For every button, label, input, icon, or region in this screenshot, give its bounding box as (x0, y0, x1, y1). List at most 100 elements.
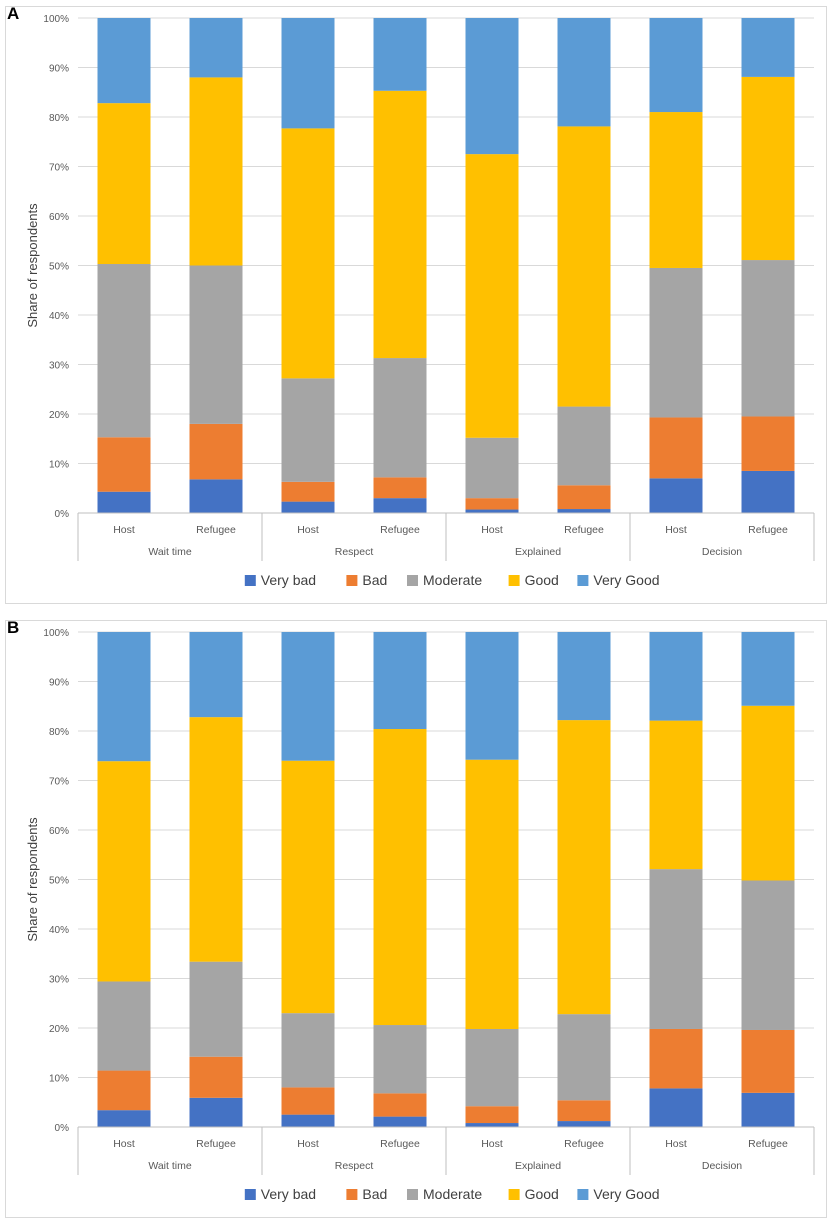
bar-bad-refugee-8 (741, 416, 795, 471)
bar-good-refugee-4 (373, 729, 427, 1026)
y-tick-label: 0% (55, 1123, 70, 1134)
x-tick-label: Refugee (748, 1138, 788, 1150)
y-tick-label: 10% (49, 460, 69, 471)
y-tick-label: 70% (49, 163, 69, 174)
group-label-respect: Respect (335, 546, 374, 558)
bar-moderate-host-1 (97, 264, 151, 438)
bar-good-refugee-4 (373, 90, 427, 359)
bar-very-bad-host-5 (465, 509, 519, 513)
y-tick-label: 50% (49, 876, 69, 887)
bar-good-refugee-6 (557, 126, 611, 407)
bar-very-good-host-3 (281, 18, 335, 129)
x-tick-label: Refugee (380, 524, 420, 536)
y-tick-label: 40% (49, 311, 69, 322)
legend-swatch-good (508, 575, 520, 586)
panel-a-label: A (7, 4, 20, 23)
bar-very-bad-refugee-2 (189, 479, 243, 513)
y-tick-label: 20% (49, 1024, 69, 1035)
legend-swatch-moderate (407, 1189, 418, 1200)
x-tick-label: Host (113, 1138, 135, 1150)
x-tick-label: Host (297, 1138, 319, 1150)
bar-good-host-3 (281, 128, 335, 379)
x-tick-label: Refugee (564, 524, 604, 536)
legend-swatch-bad (346, 575, 358, 586)
bar-very-good-host-3 (281, 632, 335, 761)
x-tick-label: Host (665, 524, 687, 536)
bar-very-bad-host-7 (649, 1088, 703, 1127)
x-tick-label: Host (665, 1138, 687, 1150)
bar-bad-refugee-4 (373, 477, 427, 499)
bar-moderate-refugee-6 (557, 406, 611, 486)
bar-very-bad-refugee-4 (373, 1116, 427, 1127)
x-tick-label: Host (481, 1138, 503, 1150)
legend-label-moderate: Moderate (423, 572, 482, 588)
group-label-wait-time: Wait time (148, 546, 192, 558)
bar-very-bad-refugee-6 (557, 1121, 611, 1127)
legend-swatch-very-bad (244, 575, 256, 586)
bar-very-good-host-7 (649, 632, 703, 721)
bar-very-good-refugee-4 (373, 632, 427, 730)
bar-bad-host-5 (465, 1106, 519, 1124)
bar-very-good-host-1 (97, 18, 151, 104)
bar-good-host-5 (465, 154, 519, 438)
legend-label-good: Good (525, 572, 559, 588)
legend-label-good: Good (525, 1186, 559, 1202)
group-label-explained: Explained (515, 1160, 561, 1172)
bar-moderate-refugee-8 (741, 880, 795, 1030)
bar-good-host-5 (465, 759, 519, 1029)
bar-bad-host-1 (97, 437, 151, 492)
y-tick-label: 30% (49, 975, 69, 986)
bar-bad-refugee-8 (741, 1029, 795, 1093)
bar-good-host-7 (649, 112, 703, 268)
y-tick-label: 100% (43, 14, 69, 25)
bar-good-refugee-2 (189, 717, 243, 962)
bar-very-good-refugee-6 (557, 18, 611, 127)
legend-label-bad: Bad (362, 1186, 387, 1202)
bar-good-host-1 (97, 103, 151, 265)
y-tick-label: 20% (49, 410, 69, 421)
legend-label-very-bad: Very bad (261, 1186, 316, 1202)
legend-label-bad: Bad (362, 572, 387, 588)
bar-very-good-host-5 (465, 632, 519, 760)
group-label-decision: Decision (702, 546, 742, 558)
y-tick-label: 40% (49, 925, 69, 936)
bar-bad-host-1 (97, 1070, 151, 1111)
group-label-respect: Respect (335, 1160, 374, 1172)
bar-bad-refugee-2 (189, 1056, 243, 1098)
legend-swatch-very-good (577, 575, 589, 586)
x-tick-label: Host (113, 524, 135, 536)
bar-very-good-host-5 (465, 18, 519, 155)
y-tick-label: 60% (49, 826, 69, 837)
y-tick-label: 60% (49, 212, 69, 223)
legend-swatch-moderate (407, 575, 418, 586)
y-tick-label: 0% (55, 509, 70, 520)
bar-very-bad-host-3 (281, 501, 335, 513)
legend-swatch-very-bad (244, 1189, 256, 1200)
x-tick-label: Host (481, 524, 503, 536)
bar-moderate-host-3 (281, 378, 335, 482)
y-tick-label: 80% (49, 727, 69, 738)
bar-bad-host-3 (281, 1087, 335, 1115)
x-tick-label: Host (297, 524, 319, 536)
x-tick-label: Refugee (196, 1138, 236, 1150)
bar-moderate-refugee-2 (189, 961, 243, 1057)
bar-very-bad-host-7 (649, 478, 703, 513)
bar-bad-refugee-2 (189, 423, 243, 480)
bar-moderate-refugee-4 (373, 1025, 427, 1094)
bar-moderate-host-7 (649, 869, 703, 1029)
bar-good-host-1 (97, 761, 151, 982)
legend-swatch-bad (346, 1189, 358, 1200)
bar-bad-host-7 (649, 417, 703, 479)
bar-very-good-refugee-6 (557, 632, 611, 721)
bar-very-bad-refugee-4 (373, 498, 427, 513)
bar-very-good-refugee-2 (189, 18, 243, 78)
y-tick-label: 100% (43, 628, 69, 639)
legend-swatch-good (508, 1189, 520, 1200)
bar-moderate-refugee-4 (373, 358, 427, 478)
bar-very-bad-refugee-2 (189, 1097, 243, 1127)
bar-bad-host-5 (465, 498, 519, 510)
bar-good-refugee-6 (557, 720, 611, 1015)
bar-very-bad-host-5 (465, 1123, 519, 1127)
bar-bad-refugee-4 (373, 1093, 427, 1117)
bar-very-good-host-7 (649, 18, 703, 113)
